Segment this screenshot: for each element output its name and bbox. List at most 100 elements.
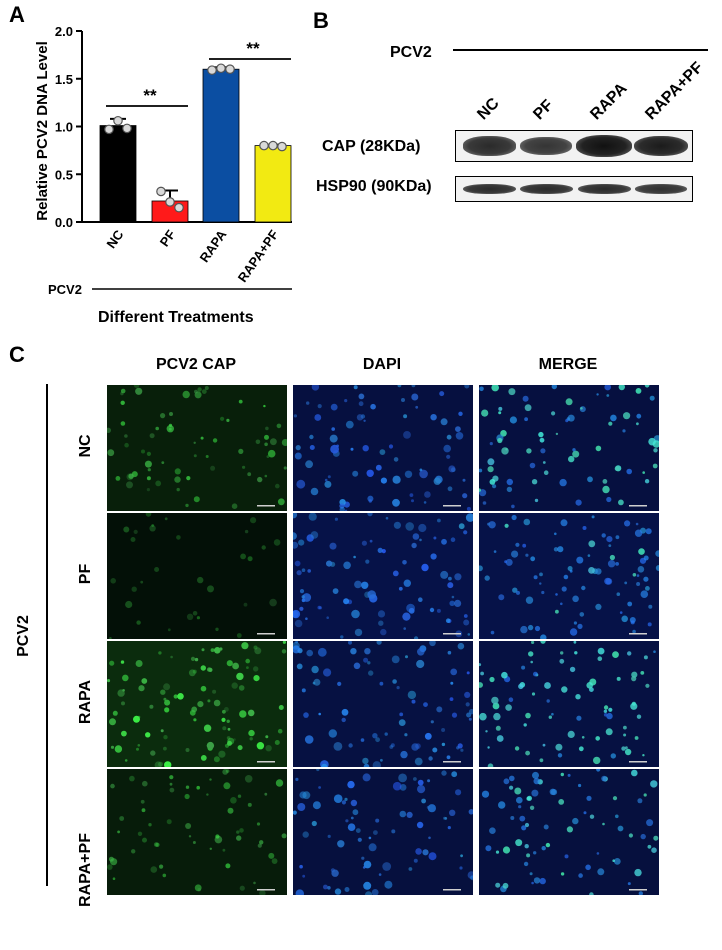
cell	[384, 732, 388, 736]
cell	[642, 754, 645, 757]
cell	[427, 779, 431, 783]
cell	[403, 627, 406, 630]
cell	[526, 795, 532, 801]
column-header-dapi: DAPI	[362, 356, 402, 373]
cell	[331, 427, 335, 431]
cell	[408, 867, 413, 871]
cell	[426, 805, 430, 809]
cell	[551, 712, 554, 716]
cell	[597, 647, 605, 655]
cell	[428, 852, 437, 861]
cell	[264, 792, 268, 796]
cell	[451, 595, 455, 599]
cell	[521, 825, 527, 831]
cell	[411, 393, 419, 401]
cell	[120, 388, 126, 394]
cell	[282, 641, 286, 644]
cell	[193, 496, 200, 503]
cell	[197, 387, 202, 392]
cell	[436, 706, 443, 713]
cell	[363, 657, 369, 663]
cell	[636, 714, 642, 719]
cell	[463, 619, 470, 626]
cell	[174, 476, 181, 483]
cell	[595, 445, 602, 452]
cell	[623, 725, 627, 730]
cell	[502, 882, 509, 889]
cell	[531, 479, 538, 485]
cell	[154, 567, 160, 572]
cell	[525, 750, 530, 756]
cell	[621, 746, 626, 751]
cell	[542, 461, 546, 464]
cell	[419, 538, 422, 542]
cell	[449, 809, 456, 816]
cell	[219, 647, 223, 651]
cell	[331, 869, 339, 877]
micrograph-rapa-pcv2-cap	[106, 640, 288, 768]
blot-band	[462, 136, 516, 156]
cell	[610, 414, 617, 422]
cell	[293, 609, 301, 619]
cell	[634, 736, 639, 740]
cell	[624, 748, 632, 756]
cell	[451, 771, 458, 778]
cell	[602, 485, 610, 494]
cell	[312, 801, 321, 810]
cell	[647, 844, 652, 849]
cell	[555, 609, 559, 614]
cell	[445, 618, 451, 623]
blot-band	[520, 136, 572, 156]
cell	[489, 479, 496, 485]
micrograph-nc-pcv2-cap	[106, 384, 288, 512]
cell	[294, 560, 301, 567]
cell	[164, 517, 168, 521]
cell	[586, 795, 592, 801]
micrograph-cells	[107, 769, 287, 895]
cell	[276, 423, 282, 429]
cell	[487, 458, 495, 466]
cell	[147, 468, 151, 472]
cell	[109, 660, 115, 666]
cell	[560, 602, 563, 606]
cell	[358, 401, 364, 407]
micrograph-rapa-pf-dapi	[292, 768, 474, 896]
cell	[608, 707, 613, 712]
cell	[257, 476, 263, 483]
micrograph-cells	[479, 385, 659, 509]
lane-label-rapa-pf: RAPA+PF	[642, 58, 707, 124]
cell	[406, 811, 413, 818]
cell	[557, 546, 564, 553]
cell	[602, 822, 605, 826]
cell	[176, 487, 180, 492]
cell	[534, 498, 539, 503]
cell	[206, 741, 215, 750]
cell	[364, 648, 371, 655]
cell	[124, 442, 129, 448]
cell	[595, 568, 602, 575]
cell	[539, 877, 546, 885]
cell	[485, 845, 492, 852]
cell	[525, 712, 531, 719]
cell	[200, 665, 206, 671]
cell	[117, 830, 120, 834]
cell	[301, 568, 306, 572]
cell	[455, 426, 461, 432]
cell	[303, 712, 309, 718]
cell	[540, 448, 546, 454]
cell	[470, 875, 473, 881]
cell	[433, 477, 441, 485]
micrograph-cells	[293, 641, 473, 767]
cell	[514, 746, 520, 751]
cell	[481, 790, 490, 798]
cell	[465, 513, 473, 522]
cell	[636, 582, 641, 586]
cell	[448, 576, 452, 581]
cell	[119, 816, 125, 821]
cell	[402, 612, 411, 621]
cell	[321, 763, 328, 767]
cell	[454, 573, 462, 581]
cell	[149, 525, 156, 532]
cell	[360, 738, 365, 742]
cell	[540, 634, 547, 639]
